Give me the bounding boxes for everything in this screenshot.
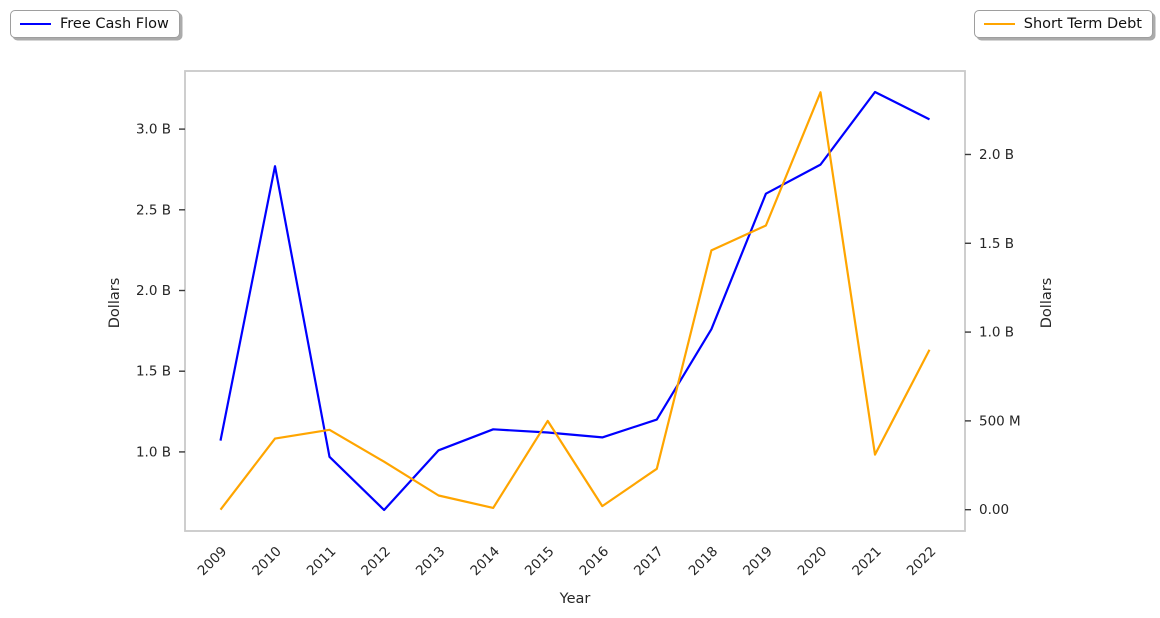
x-axis-tick-label: 2019 (740, 544, 776, 580)
right-axis-tick-label: 1.0 B (979, 325, 1014, 341)
short-term-debt-line (219, 91, 931, 511)
legend-free-cash-flow-label: Free Cash Flow (60, 16, 169, 32)
right-axis-tick-label: 1.5 B (979, 236, 1014, 252)
free-cash-flow-line-swatch (20, 23, 51, 25)
x-axis-tick-label: 2021 (849, 544, 885, 580)
right-axis-tick-label: 2.0 B (979, 147, 1014, 163)
free-cash-flow-line (219, 90, 930, 512)
x-axis-tick-label: 2016 (576, 544, 612, 580)
x-axis-tick-label: 2022 (904, 544, 940, 580)
legend-short-term-debt-label: Short Term Debt (1023, 16, 1142, 32)
left-axis-title: Dollars (107, 278, 123, 329)
x-axis-title: Year (559, 591, 591, 607)
left-axis-tick-label: 1.5 B (136, 364, 171, 380)
left-axis-tick-label: 2.5 B (136, 202, 171, 218)
left-axis-tick-label: 2.0 B (136, 283, 171, 299)
x-axis-tick-label: 2010 (249, 544, 285, 580)
x-axis-tick-label: 2014 (467, 544, 503, 580)
left-axis-tick-label: 1.0 B (136, 444, 171, 460)
x-axis-tick-label: 2017 (631, 544, 667, 580)
short-term-debt-line-swatch (983, 23, 1015, 25)
x-axis-tick-label: 2020 (795, 544, 831, 580)
legend-short-term-debt: Short Term Debt (973, 10, 1153, 38)
x-axis-tick-label: 2013 (413, 544, 449, 580)
x-axis-tick-label: 2018 (686, 544, 722, 580)
legend-free-cash-flow: Free Cash Flow (10, 10, 180, 38)
x-axis-tick-label: 2011 (304, 544, 340, 580)
x-axis-tick-label: 2009 (195, 544, 231, 580)
right-axis-tick-label: 0.00 (979, 502, 1009, 518)
right-axis-title: Dollars (1039, 278, 1055, 329)
plot-area (184, 70, 966, 532)
x-axis-tick-label: 2015 (522, 544, 558, 580)
x-axis-tick-label: 2012 (358, 544, 394, 580)
left-axis-tick-label: 3.0 B (136, 122, 171, 138)
right-axis-tick-label: 500 M (979, 413, 1021, 429)
